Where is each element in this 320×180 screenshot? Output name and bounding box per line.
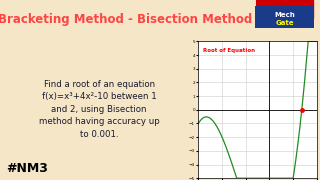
Text: #NM3: #NM3 [6,162,48,175]
Text: Find a root of an equation
f(x)=x³+4x²-10 between 1
and 2, using Bisection
metho: Find a root of an equation f(x)=x³+4x²-1… [39,80,160,139]
Text: Mech: Mech [275,12,295,18]
Polygon shape [257,0,313,18]
Text: Gate: Gate [276,20,294,26]
FancyBboxPatch shape [255,6,314,28]
Text: Bracketing Method - Bisection Method: Bracketing Method - Bisection Method [0,13,252,26]
Text: Root of Equation: Root of Equation [203,48,255,53]
Polygon shape [257,0,285,18]
